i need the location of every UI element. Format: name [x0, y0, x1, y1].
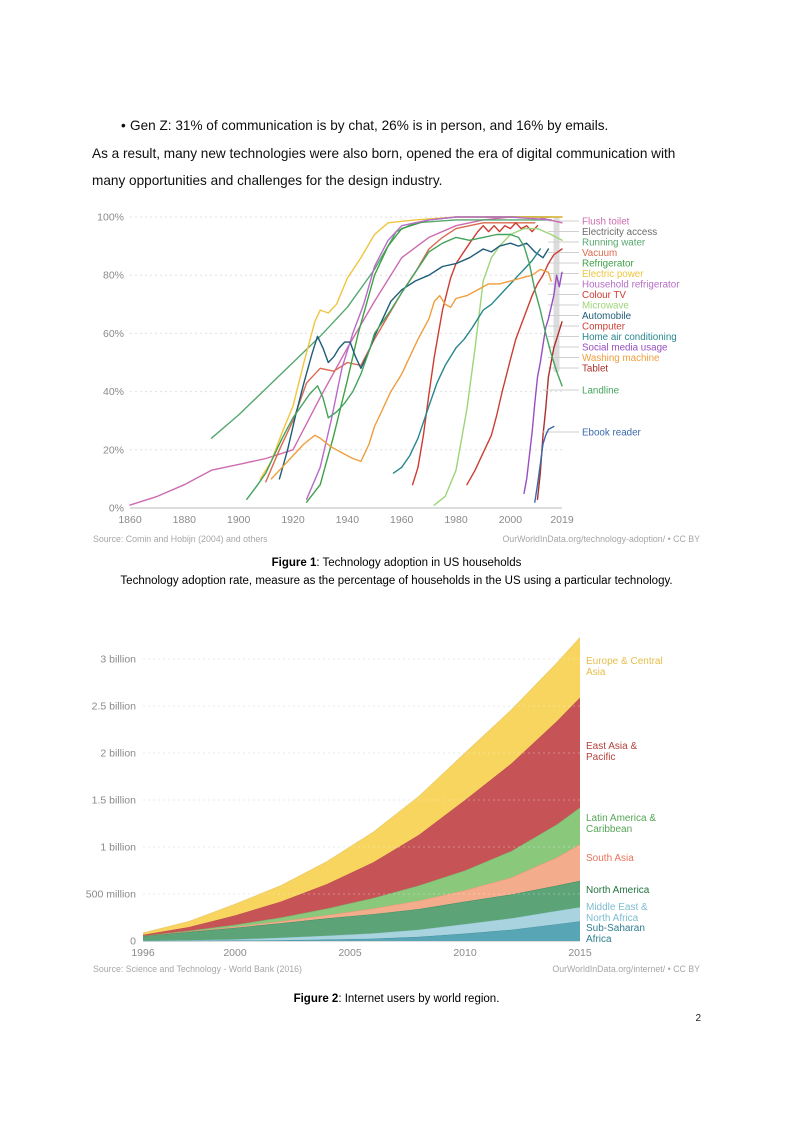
svg-text:Middle East &North Africa: Middle East & North Africa [586, 902, 648, 924]
svg-text:3 billion: 3 billion [100, 654, 136, 666]
svg-text:Electric power: Electric power [582, 269, 644, 280]
figure2-internet-users-chart: 0 500 million 1 billion 1.5 billion 2 billio… [86, 637, 663, 959]
svg-text:1960: 1960 [390, 514, 414, 526]
figure2-caption: Figure 2: Internet users by world region… [0, 993, 793, 1005]
svg-text:2 billion: 2 billion [100, 748, 136, 760]
svg-text:2019: 2019 [550, 514, 574, 526]
figure1-attribution: OurWorldInData.org/technology-adoption/ … [502, 534, 700, 544]
figure1-technology-adoption-chart: 0% 20% 40% 60% 80% 100% 1860 1880 1900 1920 1940 19… [97, 212, 680, 527]
intro-text: • Gen Z: 31% of communication is by chat,… [92, 112, 682, 195]
svg-text:1920: 1920 [281, 514, 305, 526]
figure2-source: Source: Science and Technology - World B… [93, 964, 302, 974]
svg-text:0: 0 [130, 936, 136, 948]
svg-text:2000: 2000 [499, 514, 523, 526]
figure2-caption-label: Figure 2 [293, 993, 339, 1005]
svg-text:1880: 1880 [173, 514, 197, 526]
figure1-caption-text: : Technology adoption in US households [316, 557, 522, 569]
figure1-caption: Figure 1: Technology adoption in US hous… [0, 557, 793, 569]
svg-text:1 billion: 1 billion [100, 842, 136, 854]
svg-text:100%: 100% [97, 212, 124, 224]
bullet-marker: • [121, 118, 126, 133]
svg-text:500 million: 500 million [86, 889, 136, 901]
svg-text:40%: 40% [103, 386, 124, 398]
svg-text:South Asia: South Asia [586, 853, 634, 864]
svg-text:Tablet: Tablet [582, 363, 608, 374]
bullet-item: • Gen Z: 31% of communication is by chat,… [92, 112, 682, 140]
svg-text:2000: 2000 [223, 947, 247, 959]
svg-text:Electricity access: Electricity access [582, 227, 657, 238]
svg-text:Social media usage: Social media usage [582, 342, 668, 353]
svg-text:Home air conditioning: Home air conditioning [582, 332, 677, 343]
svg-text:2015: 2015 [568, 947, 592, 959]
svg-text:Refrigerator: Refrigerator [582, 258, 634, 269]
svg-text:Microwave: Microwave [582, 300, 629, 311]
intro-paragraph: As a result, many new technologies were … [92, 145, 676, 189]
svg-text:Colour TV: Colour TV [582, 290, 626, 301]
figure1-caption-label: Figure 1 [271, 557, 317, 569]
svg-text:0%: 0% [109, 503, 124, 515]
svg-text:Landline: Landline [582, 385, 620, 396]
svg-text:Flush toilet: Flush toilet [582, 216, 630, 227]
svg-text:Ebook reader: Ebook reader [582, 427, 642, 438]
svg-text:1996: 1996 [131, 947, 155, 959]
svg-text:1980: 1980 [444, 514, 468, 526]
figure1-subcaption: Technology adoption rate, measure as the… [120, 575, 673, 587]
svg-text:Latin America &Caribbean: Latin America & Caribbean [586, 813, 656, 835]
svg-text:1900: 1900 [227, 514, 251, 526]
svg-text:Vacuum: Vacuum [582, 248, 617, 259]
figure1-source: Source: Comin and Hobijn (2004) and othe… [93, 534, 268, 544]
figure2-attribution: OurWorldInData.org/internet/ • CC BY [552, 964, 700, 974]
svg-text:80%: 80% [103, 270, 124, 282]
figure2-caption-text: : Internet users by world region. [338, 993, 500, 1005]
svg-text:2.5 billion: 2.5 billion [92, 701, 137, 713]
svg-text:1860: 1860 [118, 514, 142, 526]
page-number: 2 [695, 1013, 701, 1024]
bullet-text: Gen Z: 31% of communication is by chat, … [130, 118, 609, 133]
svg-text:Computer: Computer [582, 321, 626, 332]
svg-text:20%: 20% [103, 444, 124, 456]
svg-text:East Asia &Pacific: East Asia & Pacific [586, 741, 637, 763]
svg-text:Automobile: Automobile [582, 311, 632, 322]
svg-text:Washing machine: Washing machine [582, 353, 660, 364]
svg-text:2005: 2005 [338, 947, 362, 959]
svg-text:1.5 billion: 1.5 billion [92, 795, 137, 807]
svg-text:Household refrigerator: Household refrigerator [582, 279, 680, 290]
svg-text:60%: 60% [103, 328, 124, 340]
svg-text:North America: North America [586, 885, 650, 896]
svg-text:Running water: Running water [582, 237, 646, 248]
svg-text:1940: 1940 [336, 514, 360, 526]
svg-text:2010: 2010 [453, 947, 477, 959]
